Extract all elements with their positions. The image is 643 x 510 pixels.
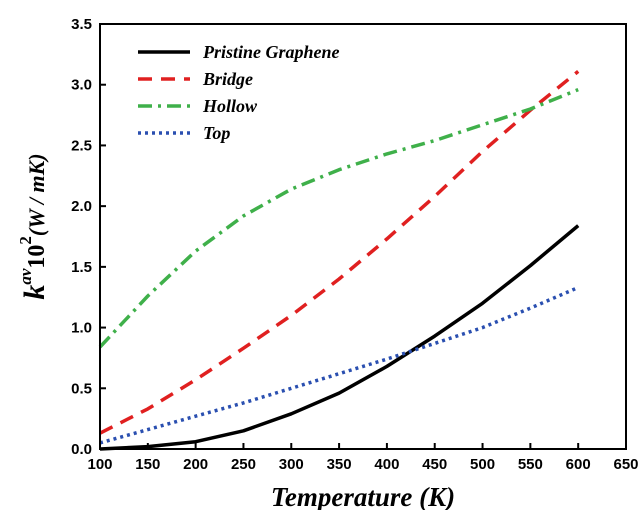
series-line: [98, 87, 579, 349]
y-axis: 0.0 0.5 1.0 1.5 2.0 2.5 3.0 3.5: [71, 16, 106, 458]
y-tick-label: 0.0: [71, 441, 92, 458]
x-tick-label: 400: [374, 456, 399, 473]
x-tick-label: 550: [518, 456, 543, 473]
series-line: [99, 224, 580, 451]
svg-text:kav102(W / mK): kav102(W / mK): [16, 153, 51, 299]
legend-label: Bridge: [202, 69, 253, 89]
x-tick-label: 600: [566, 456, 591, 473]
x-tick-label: 350: [327, 456, 352, 473]
y-tick-label: 1.0: [71, 320, 92, 337]
y-tick-label: 2.0: [71, 198, 92, 215]
legend-label: Pristine Graphene: [202, 42, 340, 62]
y-axis-title: kav102(W / mK): [16, 153, 51, 299]
y-tick-label: 3.0: [71, 77, 92, 94]
x-tick-label: 450: [422, 456, 447, 473]
x-tick-label: 100: [87, 456, 112, 473]
series-layer: [98, 70, 580, 451]
y-axis-title-middle-superscript: 2: [16, 236, 35, 245]
x-tick-label: 250: [231, 456, 256, 473]
x-axis: 100 150 200 250 300 350 400 450 500 550 600 650: [87, 443, 639, 473]
y-axis-title-superscript: av: [16, 268, 35, 285]
legend-label: Hollow: [202, 96, 258, 116]
x-tick-label: 500: [470, 456, 495, 473]
y-axis-title-base: k: [18, 285, 51, 300]
y-tick-label: 0.5: [71, 380, 92, 397]
series-line: [99, 70, 580, 435]
y-tick-label: 1.5: [71, 259, 92, 276]
y-axis-title-middle: 10: [24, 245, 50, 269]
y-tick-label: 3.5: [71, 16, 92, 33]
plot-frame: [99, 23, 627, 450]
x-tick-label: 300: [279, 456, 304, 473]
legend: Pristine Graphene Bridge Hollow Top: [138, 42, 340, 143]
y-tick-label: 2.5: [71, 137, 92, 154]
legend-label: Top: [203, 123, 230, 143]
x-axis-title: Temperature (K): [271, 482, 455, 510]
x-tick-label: 200: [183, 456, 208, 473]
x-tick-label: 150: [135, 456, 160, 473]
x-tick-label: 650: [613, 456, 638, 473]
y-axis-title-unit: (W / mK): [24, 153, 49, 236]
series-line: [99, 285, 579, 445]
